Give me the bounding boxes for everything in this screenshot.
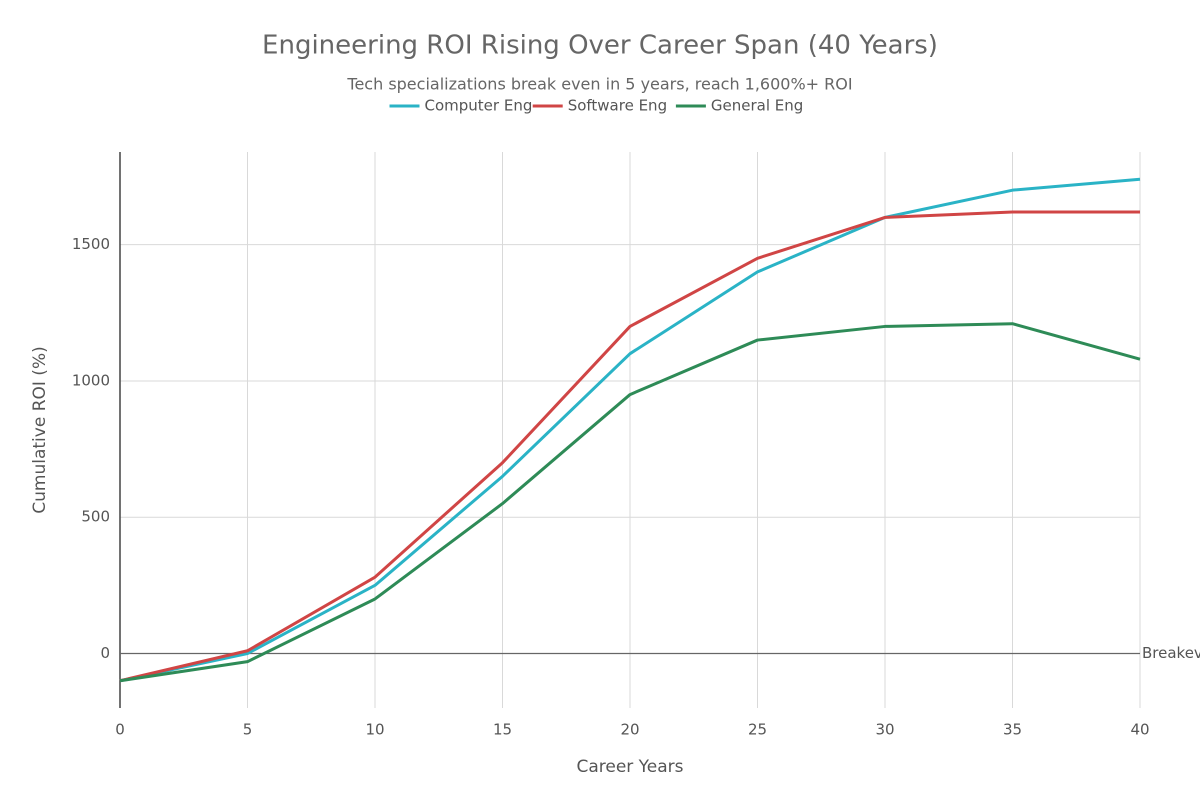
y-axis-label: Cumulative ROI (%) [30,346,50,513]
legend-label: Computer Eng [425,97,533,115]
y-tick-label: 1000 [72,371,110,389]
x-tick-label: 20 [620,721,639,739]
x-tick-label: 0 [115,721,125,739]
y-tick-label: 1500 [72,235,110,253]
x-tick-label: 40 [1130,721,1149,739]
annotation: Breakeven [1142,644,1200,662]
legend-label: Software Eng [568,97,667,115]
x-tick-label: 35 [1003,721,1022,739]
x-tick-label: 15 [493,721,512,739]
legend-label: General Eng [711,97,803,115]
chart-subtitle: Tech specializations break even in 5 yea… [346,75,852,94]
x-axis-label: Career Years [576,757,683,777]
series-line [119,210,1140,683]
chart-title: Engineering ROI Rising Over Career Span … [262,31,938,61]
y-tick-label: 0 [100,644,110,662]
x-tick-label: 5 [243,721,253,739]
x-tick-label: 25 [748,721,767,739]
series-line [119,177,1141,683]
series-line [119,322,1141,683]
x-tick-label: 30 [875,721,894,739]
x-tick-label: 10 [365,721,384,739]
y-tick-label: 500 [81,508,110,526]
